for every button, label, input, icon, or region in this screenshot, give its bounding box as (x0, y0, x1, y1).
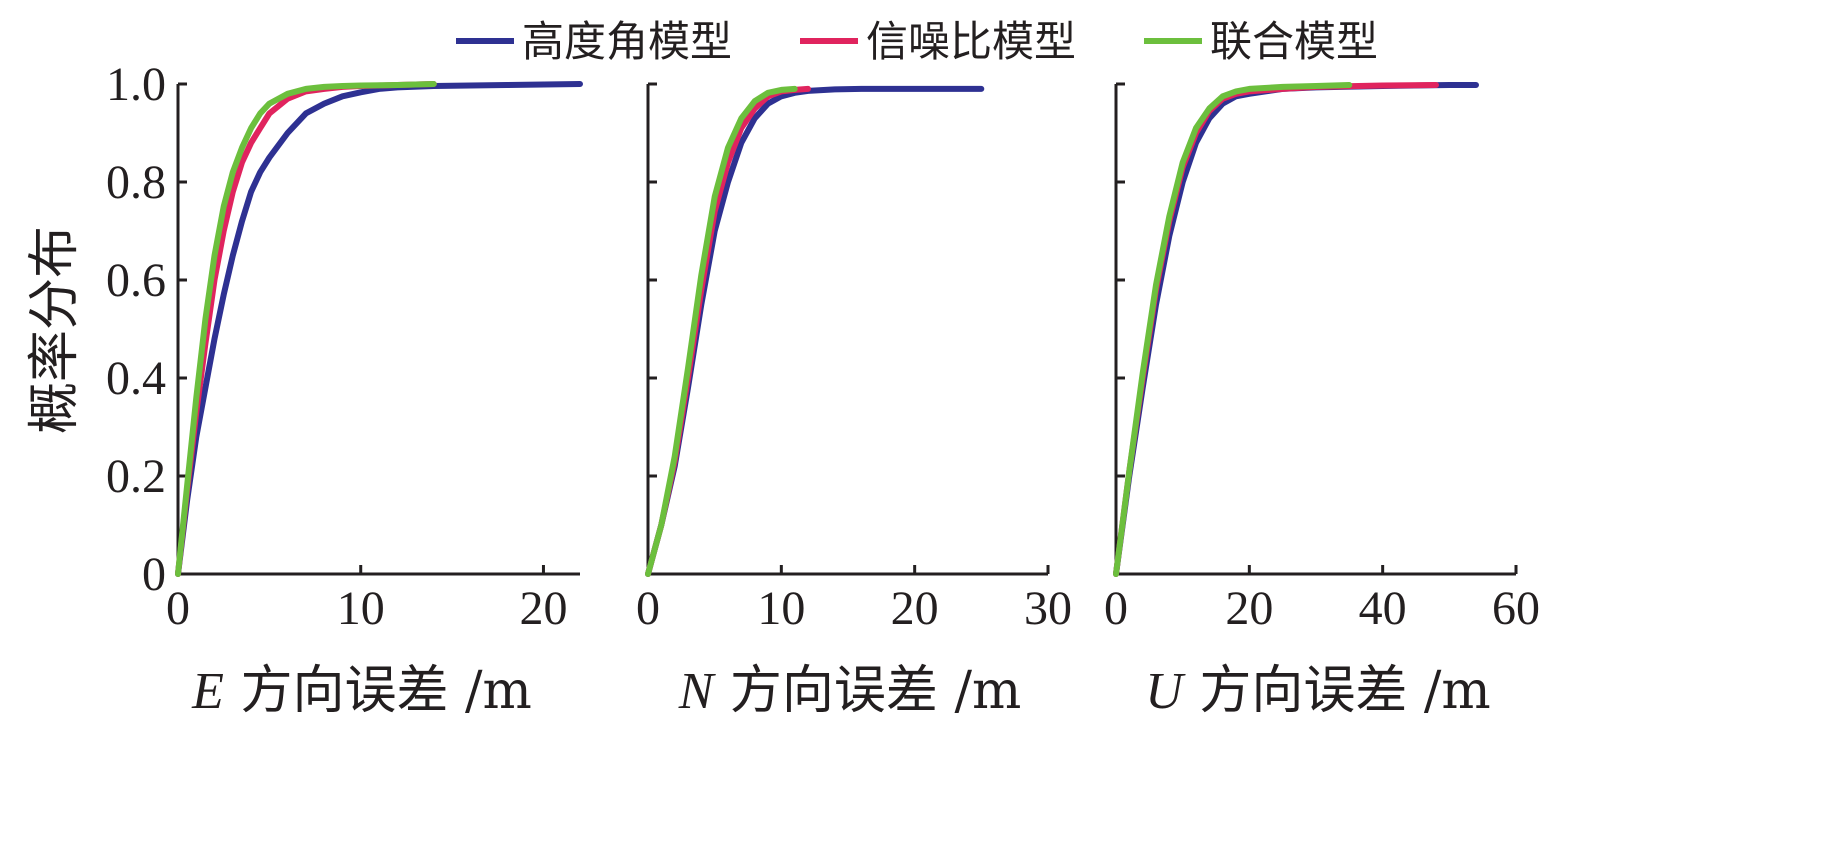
u-x-axis-title: U 方向误差 /m (1145, 661, 1490, 721)
n-x-tick-label: 30 (1024, 582, 1072, 635)
u-x-tick-label: 40 (1359, 582, 1407, 635)
n-x-tick-label: 10 (757, 582, 805, 635)
u-series-snr (1113, 82, 1439, 577)
n-x-axis-variable: N (678, 663, 717, 720)
panel-u-direction: 0 20 40 60U 方向误差 /m (1104, 82, 1540, 721)
e-y-tick-label: 0.4 (106, 352, 166, 405)
u-x-axis-unit: 方向误差 /m (1183, 661, 1491, 721)
legend: 高度角模型 信噪比模型 联合模型 (456, 17, 1378, 66)
e-x-tick-label: 10 (337, 582, 385, 635)
u-series-elevation (1113, 82, 1479, 577)
e-y-tick-label: 0 (142, 548, 166, 601)
u-x-tick-label: 0 (1104, 582, 1128, 635)
e-x-tick-label: 0 (166, 582, 190, 635)
e-x-axis-variable: E (191, 663, 224, 720)
u-x-tick-label: 20 (1225, 582, 1273, 635)
u-x-axis-variable: U (1145, 663, 1186, 720)
n-series-snr (645, 85, 811, 577)
n-x-tick-label: 20 (891, 582, 939, 635)
panel-n-direction: 0 10 20 30N 方向误差 /m (636, 82, 1072, 721)
legend-item-elevation: 高度角模型 (456, 17, 732, 66)
e-x-axis-title: E 方向误差 /m (191, 661, 532, 721)
e-y-tick-label: 1.0 (106, 58, 166, 111)
legend-item-combined: 联合模型 (1144, 17, 1378, 66)
u-series-combined (1113, 82, 1353, 577)
e-x-tick-label: 20 (519, 582, 567, 635)
e-y-tick-label: 0.8 (106, 156, 166, 209)
legend-label-combined: 联合模型 (1210, 17, 1378, 66)
legend-label-elevation: 高度角模型 (522, 17, 732, 66)
n-series-combined (645, 85, 798, 577)
n-x-axis-title: N 方向误差 /m (678, 661, 1022, 721)
n-x-tick-label: 0 (636, 582, 660, 635)
e-series-combined (175, 81, 437, 577)
e-y-tick-label: 0.2 (106, 450, 166, 503)
panel-e-direction: 0 0.2 0.4 0.6 0.8 1.0 0 10 20 E 方向误差 /m (106, 58, 583, 721)
legend-label-snr: 信噪比模型 (866, 17, 1076, 66)
legend-item-snr: 信噪比模型 (800, 17, 1076, 66)
y-axis-title: 概率分布 (25, 226, 85, 434)
e-x-axis-unit: 方向误差 /m (224, 661, 532, 721)
n-x-axis-unit: 方向误差 /m (713, 661, 1021, 721)
u-x-tick-label: 60 (1492, 582, 1540, 635)
e-y-tick-label: 0.6 (106, 254, 166, 307)
